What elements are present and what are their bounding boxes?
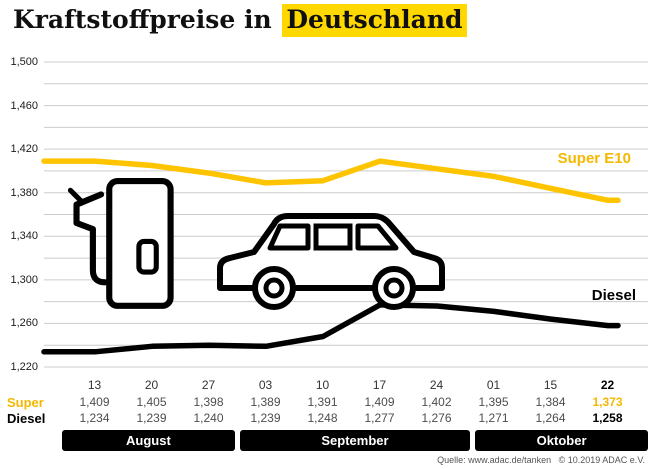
price-cell: 1,405 (136, 395, 167, 409)
super-price-row: Super 1,409 1,405 1,398 1,389 1,391 1,409 1,402… (0, 394, 650, 410)
fuel-pump-icon (67, 178, 174, 309)
series-label-diesel: Diesel (591, 287, 636, 304)
diesel-price-row: Diesel 1,234 1,239 1,240 1,239 1,248 1,277 1,27… (0, 410, 650, 426)
series-label-super-e10: Super E10 (557, 150, 631, 167)
price-cell: 1,395 (478, 395, 509, 409)
title-text: Kraftstoffpreise in (13, 5, 281, 34)
row-label-diesel: Diesel (7, 410, 46, 426)
date-cell: 17 (372, 378, 387, 392)
price-cell: 1,398 (193, 395, 224, 409)
price-cell: 1,271 (478, 411, 509, 425)
price-cell: 1,264 (535, 411, 566, 425)
date-cell: 27 (201, 378, 216, 392)
price-cell: 1,248 (307, 411, 338, 425)
date-cell: 24 (429, 378, 444, 392)
chart-area: 1,500 1,460 1,420 1,380 1,340 1,300 1,260 1,220… (0, 46, 650, 378)
price-cell: 1,258 (592, 411, 623, 425)
price-cell: 1,402 (421, 395, 452, 409)
date-cell: 13 (87, 378, 102, 392)
date-cell: 20 (144, 378, 159, 392)
month-bar-august: August (62, 430, 235, 451)
price-cell: 1,384 (535, 395, 566, 409)
y-tick-label: 1,260 (10, 317, 38, 330)
y-tick-label: 1,220 (10, 361, 38, 373)
price-cell: 1,240 (193, 411, 224, 425)
y-tick-label: 1,420 (10, 143, 38, 156)
price-cell: 1,409 (79, 395, 110, 409)
row-label-super: Super (7, 394, 44, 410)
price-cell: 1,276 (421, 411, 452, 425)
source-note: Quelle: www.adac.de/tanken © 10.2019 ADA… (437, 455, 645, 465)
date-cell: 15 (543, 378, 558, 392)
price-cell: 1,239 (136, 411, 167, 425)
y-tick-label: 1,460 (10, 99, 38, 112)
y-tick-label: 1,500 (10, 56, 38, 68)
title-highlight: Deutschland (282, 4, 468, 37)
date-cell: 01 (486, 378, 501, 392)
price-cell: 1,239 (250, 411, 281, 425)
month-bars: August September Oktober (62, 430, 648, 451)
price-cell: 1,391 (307, 395, 338, 409)
car-icon (217, 213, 445, 310)
y-tick-label: 1,340 (10, 230, 38, 243)
date-cell: 03 (258, 378, 273, 392)
y-tick-label: 1,300 (10, 273, 38, 286)
price-cell: 1,234 (79, 411, 110, 425)
y-tick-label: 1,380 (10, 186, 38, 199)
price-cell: 1,277 (364, 411, 395, 425)
price-cell: 1,373 (592, 395, 623, 409)
date-cell: 22 (600, 378, 615, 392)
price-cell: 1,389 (250, 395, 281, 409)
x-axis-dates-row: 13 20 27 03 10 17 24 01 15 22 (0, 376, 650, 394)
page-title: Kraftstoffpreise in Deutschland (13, 4, 468, 37)
date-cell: 10 (315, 378, 330, 392)
month-bar-oktober: Oktober (475, 430, 648, 451)
month-bar-september: September (239, 430, 471, 451)
price-cell: 1,409 (364, 395, 395, 409)
